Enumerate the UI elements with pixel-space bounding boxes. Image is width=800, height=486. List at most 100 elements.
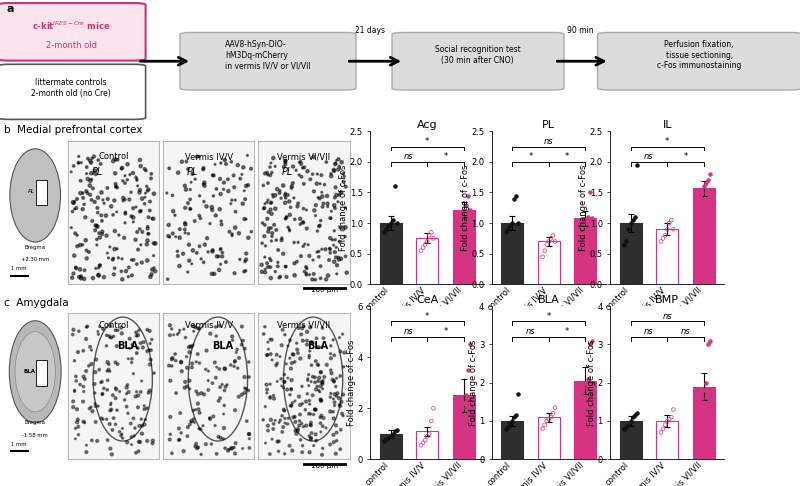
Point [80,246,93,254]
Point [105,406,118,414]
Point [314,368,327,376]
Point [332,166,345,174]
Point [69,424,82,432]
Point [663,219,676,227]
Point [206,172,219,179]
Point [295,330,308,338]
Point [115,267,128,275]
Point [316,379,329,386]
Point [315,412,328,419]
Point [282,420,294,428]
Point [425,228,438,236]
Point [264,274,277,282]
Point [162,276,174,283]
Point [325,369,338,377]
Point [100,331,113,339]
Point [310,406,322,414]
Point [89,167,102,174]
Point [293,393,306,400]
Point [295,420,308,428]
Point [122,409,134,417]
Point [119,208,132,216]
Point [315,378,328,386]
Point [301,167,314,175]
Point [146,336,158,344]
Point [665,413,678,421]
Point [205,440,218,448]
Point [130,393,142,400]
Point [310,248,323,256]
Point [573,226,586,233]
Point [333,401,346,409]
Point [130,349,143,357]
Point [203,414,216,422]
Point [325,208,338,215]
Point [218,444,231,452]
Point [107,255,120,262]
Point [294,215,306,223]
Point [191,350,204,358]
Point [278,407,291,415]
Point [229,196,242,204]
Point [307,188,320,195]
Point [301,337,314,345]
Point [102,360,115,368]
Point [214,190,227,198]
Point [256,219,269,227]
Point [115,324,128,331]
Point [130,174,142,181]
Point [327,415,340,422]
Point [127,256,140,264]
Point [233,229,246,237]
Point [218,424,230,432]
Point [219,383,232,391]
Text: ns: ns [404,152,414,161]
Point [115,430,128,438]
Point [228,358,241,366]
Point [145,174,158,182]
Bar [36,360,46,386]
Point [284,204,297,211]
Point [304,421,317,429]
Point [109,394,122,402]
Point [277,423,290,431]
Point [242,373,255,381]
Point [99,212,112,220]
Point [464,341,477,348]
Point [327,241,340,249]
Bar [538,417,560,459]
Point [117,194,130,202]
Text: ns: ns [526,327,535,336]
Point [698,386,710,394]
Bar [574,381,597,459]
Point [298,163,310,171]
Point [212,433,225,441]
Point [270,351,283,359]
Text: b  Medial prefrontal cortex: b Medial prefrontal cortex [4,125,142,135]
Point [278,419,291,427]
Point [287,194,300,202]
Point [335,158,348,166]
Point [303,397,316,404]
Point [262,227,274,235]
Point [331,198,344,206]
Point [299,398,312,405]
Point [279,262,292,270]
Point [286,447,298,454]
Point [142,213,155,221]
Point [302,410,315,417]
Point [232,393,245,400]
Point [198,178,211,186]
Point [240,256,253,263]
Point [327,336,340,344]
Point [314,388,326,396]
Point [326,236,339,244]
Point [451,219,464,227]
Point [216,249,229,257]
FancyBboxPatch shape [598,33,800,90]
Point [77,398,90,405]
Point [334,224,346,231]
Point [583,341,596,348]
Point [328,402,341,410]
Point [170,389,182,397]
